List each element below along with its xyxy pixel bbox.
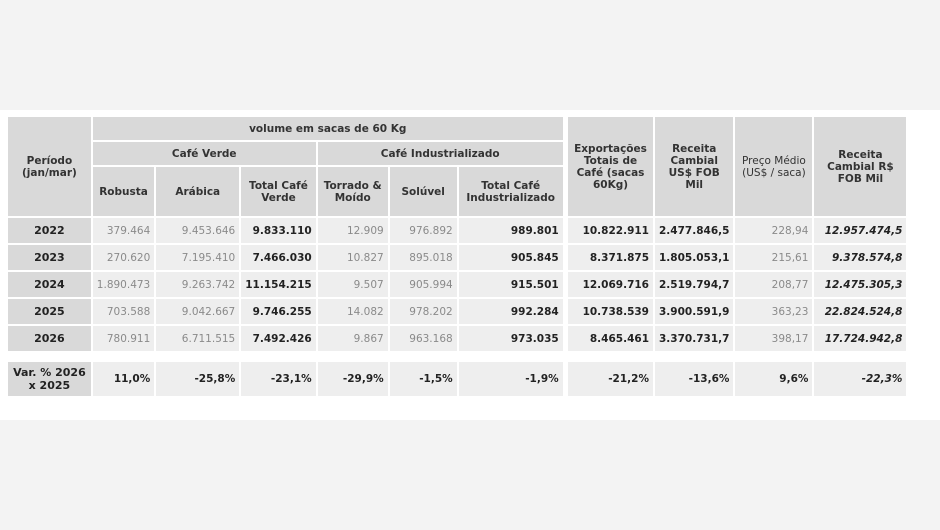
- table-row: 8.465.461 3.370.731,7 398,17 17.724.942,8: [568, 326, 907, 351]
- value-cell: 398,17: [735, 326, 813, 351]
- year-cell: 2022: [8, 218, 91, 243]
- variation-cell: -1,5%: [389, 362, 457, 396]
- value-cell: 22.824.524,8: [814, 299, 907, 324]
- value-cell: 9.867: [317, 326, 388, 351]
- value-cell: 7.492.426: [241, 326, 316, 351]
- value-cell: 976.892: [389, 218, 457, 243]
- table-row: 2026 780.911 6.711.515 7.492.426 9.867 963.16…: [8, 326, 563, 351]
- value-cell: 8.371.875: [568, 245, 653, 270]
- value-cell: 963.168: [389, 326, 457, 351]
- value-cell: 17.724.942,8: [814, 326, 907, 351]
- value-cell: 978.202: [389, 299, 457, 324]
- value-cell: 14.082: [317, 299, 388, 324]
- variation-cell: -1,9%: [458, 362, 563, 396]
- value-cell: 9.453.646: [156, 218, 240, 243]
- table-row: 2024 1.890.473 9.263.742 11.154.215 9.507 905…: [8, 272, 563, 297]
- value-cell: 9.507: [317, 272, 388, 297]
- value-cell: 703.588: [92, 299, 155, 324]
- value-cell: 3.370.731,7: [655, 326, 734, 351]
- value-cell: 973.035: [458, 326, 563, 351]
- variation-row: Var. % 2026 x 2025 11,0% -25,8% -23,1% -29,9…: [8, 362, 563, 396]
- periodo-header: Período (jan/mar): [8, 117, 91, 216]
- table-row: 10.738.539 3.900.591,9 363,23 22.824.524,8: [568, 299, 907, 324]
- value-cell: 10.738.539: [568, 299, 653, 324]
- value-cell: 2.477.846,5: [655, 218, 734, 243]
- value-cell: 6.711.515: [156, 326, 240, 351]
- value-cell: 780.911: [92, 326, 155, 351]
- variation-cell: -21,2%: [568, 362, 653, 396]
- value-cell: 10.822.911: [568, 218, 653, 243]
- volume-table: Período (jan/mar) volume em sacas de 60 …: [6, 115, 565, 398]
- table-row: 2023 270.620 7.195.410 7.466.030 10.827 895.0…: [8, 245, 563, 270]
- value-cell: 363,23: [735, 299, 813, 324]
- value-cell: 992.284: [458, 299, 563, 324]
- value-cell: 12.069.716: [568, 272, 653, 297]
- variation-cell: -23,1%: [241, 362, 316, 396]
- variation-cell: 11,0%: [92, 362, 155, 396]
- table-row: 8.371.875 1.805.053,1 215,61 9.378.574,8: [568, 245, 907, 270]
- table-row: 2022 379.464 9.453.646 9.833.110 12.909 976.8…: [8, 218, 563, 243]
- value-cell: 9.042.667: [156, 299, 240, 324]
- variation-row: -21,2% -13,6% 9,6% -22,3%: [568, 362, 907, 396]
- col-receita-brl: Receita Cambial R$ FOB Mil: [814, 117, 907, 216]
- value-cell: 10.827: [317, 245, 388, 270]
- value-cell: 12.957.474,5: [814, 218, 907, 243]
- volume-header: volume em sacas de 60 Kg: [92, 117, 563, 140]
- value-cell: 9.746.255: [241, 299, 316, 324]
- value-cell: 1.890.473: [92, 272, 155, 297]
- value-cell: 905.845: [458, 245, 563, 270]
- col-exportacoes: Exportações Totais de Café (sacas 60Kg): [568, 117, 653, 216]
- value-cell: 905.994: [389, 272, 457, 297]
- value-cell: 3.900.591,9: [655, 299, 734, 324]
- value-cell: 9.378.574,8: [814, 245, 907, 270]
- value-cell: 8.465.461: [568, 326, 653, 351]
- value-cell: 270.620: [92, 245, 155, 270]
- variation-label: Var. % 2026 x 2025: [8, 362, 91, 396]
- value-cell: 1.805.053,1: [655, 245, 734, 270]
- variation-cell: -25,8%: [156, 362, 240, 396]
- table-row: 10.822.911 2.477.846,5 228,94 12.957.474,5: [568, 218, 907, 243]
- col-soluvel: Solúvel: [389, 167, 457, 216]
- value-cell: 208,77: [735, 272, 813, 297]
- year-cell: 2023: [8, 245, 91, 270]
- variation-cell: 9,6%: [735, 362, 813, 396]
- value-cell: 215,61: [735, 245, 813, 270]
- value-cell: 895.018: [389, 245, 457, 270]
- value-cell: 915.501: [458, 272, 563, 297]
- value-cell: 9.833.110: [241, 218, 316, 243]
- col-total-industrializado: Total Café Industrializado: [458, 167, 563, 216]
- year-cell: 2026: [8, 326, 91, 351]
- variation-cell: -29,9%: [317, 362, 388, 396]
- value-cell: 2.519.794,7: [655, 272, 734, 297]
- value-cell: 9.263.742: [156, 272, 240, 297]
- value-cell: 989.801: [458, 218, 563, 243]
- col-torrado: Torrado & Moído: [317, 167, 388, 216]
- value-cell: 11.154.215: [241, 272, 316, 297]
- col-preco-medio: Preço Médio (US$ / saca): [735, 117, 813, 216]
- receita-table: Exportações Totais de Café (sacas 60Kg) …: [566, 115, 908, 398]
- col-robusta: Robusta: [92, 167, 155, 216]
- cafe-industrializado-header: Café Industrializado: [317, 142, 563, 165]
- cafe-verde-header: Café Verde: [92, 142, 316, 165]
- variation-cell: -22,3%: [814, 362, 907, 396]
- value-cell: 379.464: [92, 218, 155, 243]
- year-cell: 2024: [8, 272, 91, 297]
- value-cell: 7.195.410: [156, 245, 240, 270]
- value-cell: 7.466.030: [241, 245, 316, 270]
- variation-cell: -13,6%: [655, 362, 734, 396]
- year-cell: 2025: [8, 299, 91, 324]
- table-row: 12.069.716 2.519.794,7 208,77 12.475.305,3: [568, 272, 907, 297]
- value-cell: 228,94: [735, 218, 813, 243]
- col-receita-usd: Receita Cambial US$ FOB Mil: [655, 117, 734, 216]
- col-total-verde: Total Café Verde: [241, 167, 316, 216]
- table-row: 2025 703.588 9.042.667 9.746.255 14.082 978.2…: [8, 299, 563, 324]
- value-cell: 12.475.305,3: [814, 272, 907, 297]
- value-cell: 12.909: [317, 218, 388, 243]
- col-arabica: Arábica: [156, 167, 240, 216]
